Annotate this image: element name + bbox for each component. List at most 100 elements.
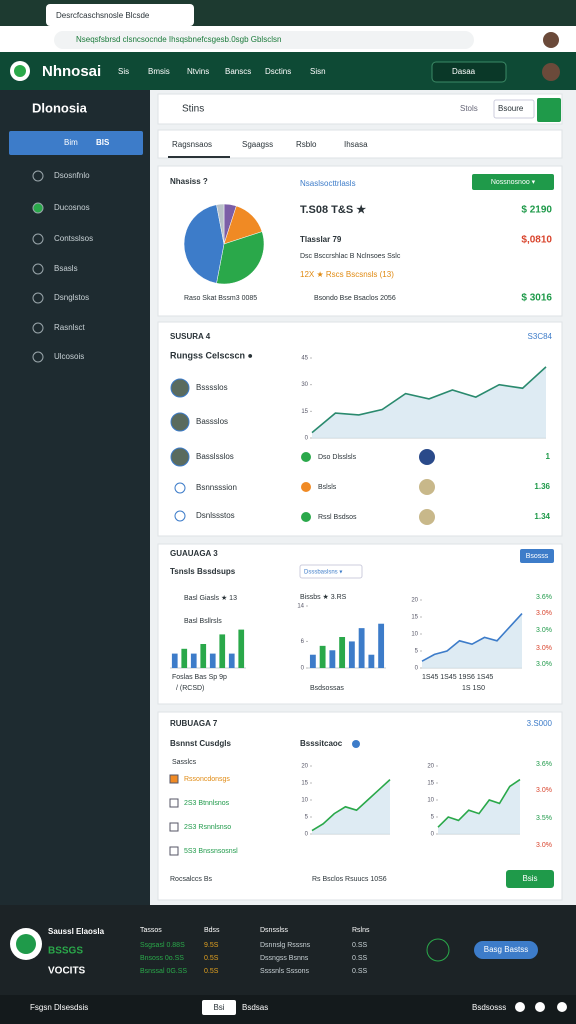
sidebar-item[interactable]: Dsnglstos	[54, 293, 89, 302]
legend-dot	[352, 740, 360, 748]
footer-button-label: Basg Bastss	[484, 945, 528, 954]
sidebar-icon	[32, 292, 44, 304]
nav-link[interactable]: Dsctins	[265, 67, 291, 76]
pie-slice	[183, 204, 225, 284]
area	[312, 779, 390, 834]
nav-link[interactable]: Ntvins	[187, 67, 209, 76]
tab-item[interactable]: Ihsasa	[344, 140, 368, 149]
footer-item: Ssgsasl 0.88S	[140, 942, 185, 949]
header-search[interactable]	[431, 61, 507, 83]
sidebar-item[interactable]: Ulcosois	[54, 352, 84, 361]
line	[437, 778, 521, 828]
bar-sublabel: Basl Bsllrsls	[184, 618, 222, 625]
trends-subtitle: Bsnnst Cusdgls	[170, 739, 231, 748]
area	[422, 613, 522, 668]
activity-amount: 1.36	[534, 482, 550, 491]
tab-item[interactable]: Rsblo	[296, 140, 317, 149]
footer-heading: Rslns	[352, 927, 370, 934]
y-tick-label: 15	[301, 409, 308, 415]
bottom-right: Bsdsosss	[472, 1003, 506, 1012]
overview-button-label: Nossnosnoo ▾	[491, 179, 536, 186]
sidebar-icon	[32, 263, 44, 275]
nav-link[interactable]: Banscs	[225, 67, 251, 76]
url-field[interactable]	[54, 31, 474, 49]
profile-avatar[interactable]	[543, 32, 559, 48]
trends-button-label: Bsis	[522, 874, 537, 883]
total-value: $ 3016	[521, 293, 552, 304]
stats-filter-label: Dsssbaslsns ▾	[304, 570, 342, 576]
item-icon	[301, 512, 311, 522]
avatar	[170, 378, 190, 398]
bar	[228, 653, 235, 668]
list-item: 2S3 Btnnlsnos	[184, 800, 230, 807]
line-label: 3.6%	[536, 594, 552, 601]
list-icon	[169, 798, 179, 808]
bar	[309, 654, 316, 668]
sidebar-icon	[32, 351, 44, 363]
trends-badge: 3.S000	[527, 719, 553, 728]
y-tick-label: 0	[415, 666, 419, 672]
sidebar-item[interactable]: Dsosnfnlo	[54, 171, 90, 180]
line	[421, 613, 523, 662]
y-tick-label: 0	[301, 666, 305, 672]
stats-button[interactable]	[520, 549, 554, 563]
trends-button[interactable]	[506, 870, 554, 888]
menu-button[interactable]	[537, 98, 561, 122]
avatar	[170, 412, 190, 432]
sidebar-item[interactable]: Rasnlsct	[54, 323, 85, 332]
tab-item[interactable]: Ragsnsaos	[172, 140, 212, 149]
overview-button[interactable]	[472, 174, 554, 190]
area	[312, 366, 546, 438]
footer-item: Bsnssal 0G.SS	[140, 968, 187, 975]
list-icon	[169, 846, 179, 856]
item-icon	[301, 482, 311, 492]
sidebar-item[interactable]: Bsasls	[54, 264, 78, 273]
activity-item: Bslsls	[318, 484, 337, 491]
sidebar-item[interactable]: Ducosnos	[54, 203, 90, 212]
trend-label: 3.6%	[536, 761, 552, 768]
activity-amount: 1.34	[534, 512, 550, 521]
logo-mark	[14, 65, 26, 77]
y-tick-label: 6	[301, 639, 305, 645]
tab-item[interactable]: Sgaagss	[242, 140, 273, 149]
bottom-link[interactable]: Bsdsas	[242, 1003, 268, 1012]
bottom-button[interactable]	[202, 1000, 236, 1015]
person-name: Bsssslos	[196, 383, 228, 392]
sidebar-button[interactable]	[9, 131, 143, 155]
user-avatar[interactable]	[542, 63, 560, 81]
stats-subtitle: Tsnsls Bssdsups	[170, 567, 236, 576]
bottom-button-label: Bsi	[213, 1003, 224, 1012]
bottom-bar	[0, 995, 576, 1024]
activity-item: Dso Dlsslsls	[318, 454, 357, 461]
line-caption: 1S45 1S45 19S6 1S45	[422, 674, 493, 681]
brand: Nhnosai	[42, 63, 101, 80]
line	[311, 366, 547, 434]
tab[interactable]	[46, 4, 194, 26]
footer-icon	[426, 938, 450, 962]
bar	[378, 623, 385, 668]
social-icon	[515, 1002, 525, 1012]
stats-filter[interactable]	[299, 564, 363, 579]
person-name: Bassslos	[196, 417, 228, 426]
toolbar-select[interactable]	[493, 99, 535, 119]
activity-title: SUSURA 4	[170, 332, 211, 341]
footer-heading: Bdss	[204, 927, 220, 934]
nav-link[interactable]: Bmsis	[148, 67, 170, 76]
y-tick-label: 0	[305, 832, 309, 838]
overview-link[interactable]: Nsaslsocttrlasls	[300, 179, 356, 188]
bar-label: Basl Giasls ★ 13	[184, 594, 237, 602]
nav-link[interactable]: Sis	[118, 67, 129, 76]
activity-subtitle: Rungss Celscscn ●	[170, 350, 253, 360]
sidebar-item[interactable]: Contsslsos	[54, 234, 93, 243]
footer-button[interactable]	[474, 941, 538, 959]
y-tick-label: 45	[301, 356, 308, 362]
list-icon	[169, 822, 179, 832]
footer-item: 9.5S	[204, 942, 219, 949]
footer-logo-mark	[16, 934, 36, 954]
bar	[358, 628, 365, 668]
person-name: Basslsslos	[196, 452, 234, 461]
bar	[319, 645, 326, 668]
activity-badge: S3C84	[528, 332, 553, 341]
nav-link[interactable]: Sisn	[310, 67, 326, 76]
